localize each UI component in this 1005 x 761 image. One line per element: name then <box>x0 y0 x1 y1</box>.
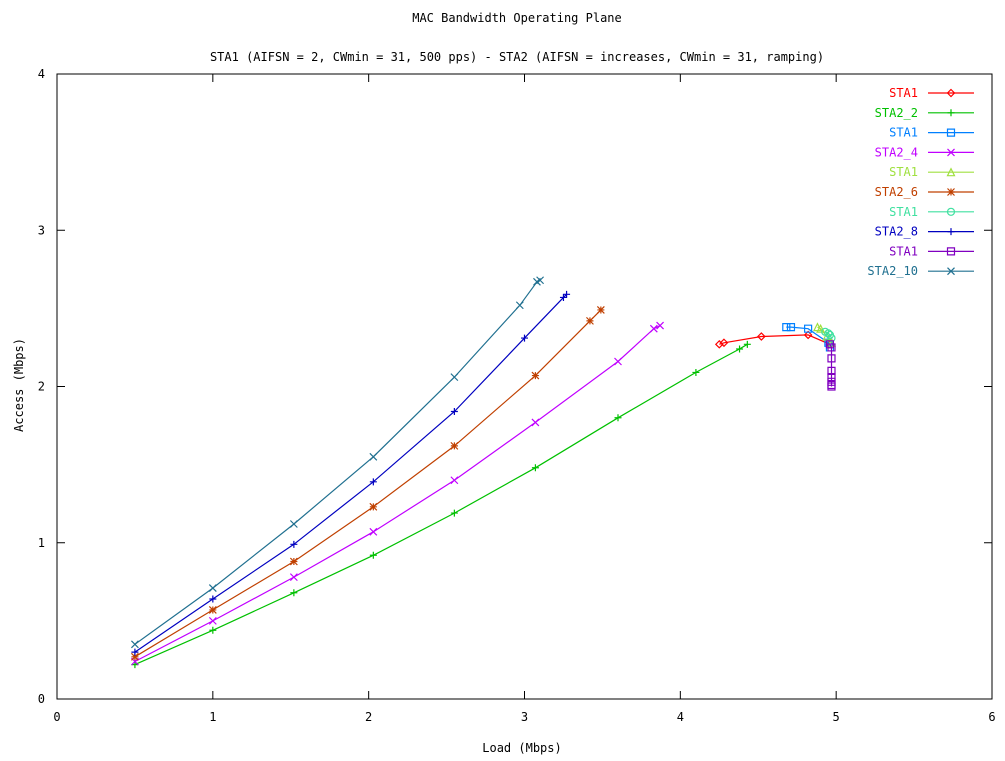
data-point <box>532 372 539 379</box>
legend-label: STA2_10 <box>867 264 918 278</box>
series-sta2-8 <box>131 291 570 656</box>
data-point <box>451 510 458 517</box>
legend-label: STA1 <box>889 244 918 258</box>
legend-label: STA2_8 <box>875 225 918 239</box>
legend-marker <box>948 109 955 116</box>
legend-marker <box>948 228 955 235</box>
data-point <box>290 589 297 596</box>
data-point <box>370 528 377 535</box>
x-tick-label: 2 <box>365 710 372 724</box>
legend-label: STA1 <box>889 126 918 140</box>
data-point <box>370 552 377 559</box>
legend-label: STA1 <box>889 205 918 219</box>
chart-title: MAC Bandwidth Operating Plane <box>412 11 622 25</box>
data-point <box>290 521 297 528</box>
x-tick-label: 4 <box>677 710 684 724</box>
data-point <box>597 306 604 313</box>
data-point <box>615 358 622 365</box>
series-layer <box>131 277 835 668</box>
chart-subtitle: STA1 (AIFSN = 2, CWmin = 31, 500 pps) - … <box>210 50 824 64</box>
x-tick-label: 3 <box>521 710 528 724</box>
y-tick-label: 2 <box>38 380 45 394</box>
data-point <box>586 317 593 324</box>
data-point <box>451 442 458 449</box>
legend-label: STA2_2 <box>875 106 918 120</box>
data-point <box>615 414 622 421</box>
series-line <box>135 344 747 664</box>
data-point <box>131 641 138 648</box>
data-point <box>209 606 216 613</box>
series-sta1 <box>826 341 835 390</box>
y-tick-label: 0 <box>38 692 45 706</box>
x-axis-label: Load (Mbps) <box>482 741 561 755</box>
legend-label: STA1 <box>889 165 918 179</box>
series-sta2-6 <box>131 306 604 660</box>
y-axis-label: Access (Mbps) <box>12 338 26 432</box>
data-point <box>532 419 539 426</box>
data-point <box>736 346 743 353</box>
data-point <box>290 558 297 565</box>
plot-frame <box>57 74 992 699</box>
legend: STA1 STA2_2 STA1 STA2_4 STA1 STA2_6 STA1 STA2_8… <box>867 86 974 278</box>
axis-ticks: 0 1 2 3 4 5 6 0 1 2 3 4 <box>38 67 996 724</box>
data-point <box>209 585 216 592</box>
data-point <box>692 369 699 376</box>
data-point <box>532 464 539 471</box>
legend-label: STA1 <box>889 86 918 100</box>
data-point <box>451 477 458 484</box>
x-tick-label: 5 <box>833 710 840 724</box>
legend-marker <box>948 189 955 196</box>
y-tick-label: 4 <box>38 67 45 81</box>
x-tick-label: 0 <box>53 710 60 724</box>
series-sta2-10 <box>131 277 543 648</box>
data-point <box>537 277 544 284</box>
y-tick-label: 3 <box>38 223 45 237</box>
series-sta2-4 <box>131 322 663 665</box>
data-point <box>451 374 458 381</box>
data-point <box>370 453 377 460</box>
series-line <box>719 335 830 344</box>
data-point <box>209 627 216 634</box>
data-point <box>209 617 216 624</box>
legend-label: STA2_6 <box>875 185 918 199</box>
legend-label: STA2_4 <box>875 145 918 159</box>
data-point <box>370 503 377 510</box>
x-tick-label: 6 <box>988 710 995 724</box>
y-tick-label: 1 <box>38 536 45 550</box>
data-point <box>209 596 216 603</box>
x-tick-label: 1 <box>209 710 216 724</box>
data-point <box>290 574 297 581</box>
series-line <box>135 294 567 652</box>
data-point <box>516 302 523 309</box>
data-point <box>744 341 751 348</box>
